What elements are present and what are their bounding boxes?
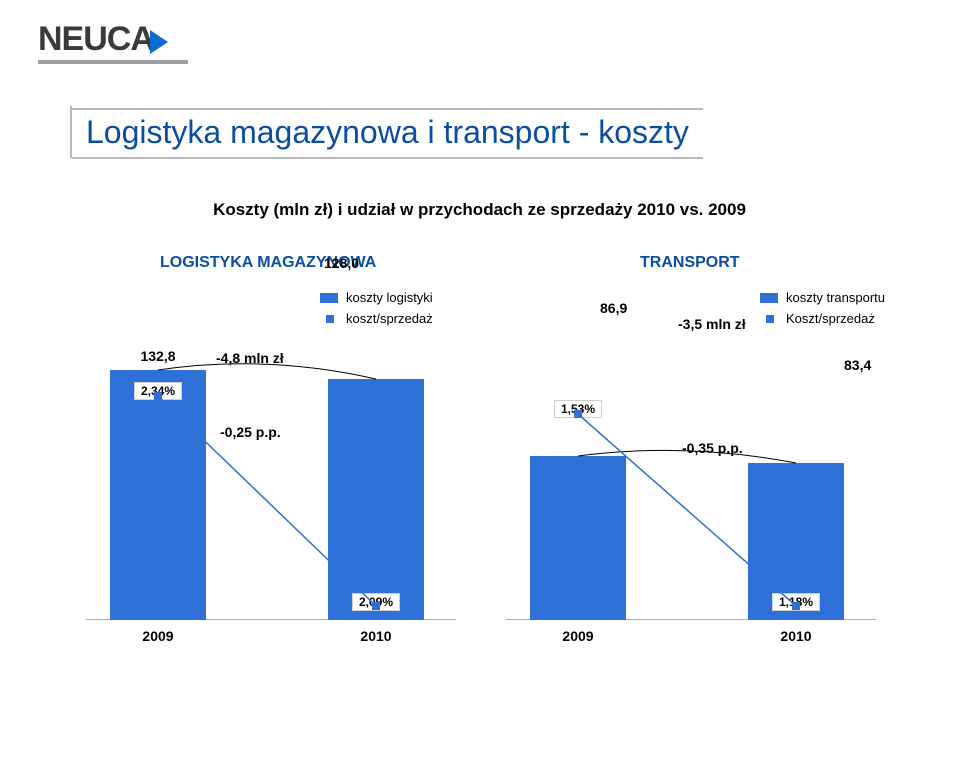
legend-label-line: Koszt/sprzedaż	[786, 311, 875, 326]
left-chart-bar-2010-value: 128,0	[324, 255, 359, 271]
brand-logo-text: NEUCA	[38, 20, 154, 58]
brand-logo-underline	[38, 60, 188, 64]
legend-label-line: koszt/sprzedaż	[346, 311, 433, 326]
right-chart-area: 86,9 1,53% 2009 83,4 1,18% 2010 -3,5 mln…	[506, 330, 876, 650]
brand-logo-accent-icon	[150, 30, 168, 54]
legend-swatch-bar-icon	[320, 293, 338, 303]
legend-row-line: Koszt/sprzedaż	[760, 311, 885, 326]
right-chart-legend: koszty transportu Koszt/sprzedaż	[760, 290, 885, 332]
right-chart-bar-2009-value: 86,9	[600, 300, 627, 316]
slide-title-wrap: Logistyka magazynowa i transport - koszt…	[72, 108, 703, 159]
legend-label-bar: koszty transportu	[786, 290, 885, 305]
legend-row-bar: koszty logistyki	[320, 290, 433, 305]
title-border-bottom	[72, 157, 703, 159]
title-border-top	[72, 108, 703, 110]
legend-swatch-line-icon	[760, 318, 778, 320]
legend-swatch-line-icon	[320, 318, 338, 320]
legend-row-bar: koszty transportu	[760, 290, 885, 305]
right-chart-header: TRANSPORT	[640, 254, 740, 272]
slide-title: Logistyka magazynowa i transport - koszt…	[86, 114, 689, 150]
left-chart-legend: koszty logistyki koszt/sprzedaż	[320, 290, 433, 332]
left-chart-lines	[86, 330, 456, 650]
legend-row-line: koszt/sprzedaż	[320, 311, 433, 326]
brand-logo: NEUCA	[38, 20, 168, 59]
left-chart-area: 132,8 2,34% 2009 128,0 2,09% 2010 -4,8 m…	[86, 330, 456, 650]
title-border-left	[70, 106, 72, 158]
legend-swatch-bar-icon	[760, 293, 778, 303]
slide-title-box: Logistyka magazynowa i transport - koszt…	[72, 108, 703, 159]
legend-label-bar: koszty logistyki	[346, 290, 433, 305]
right-chart-lines	[506, 330, 876, 650]
slide-subtitle: Koszty (mln zł) i udział w przychodach z…	[0, 200, 959, 220]
